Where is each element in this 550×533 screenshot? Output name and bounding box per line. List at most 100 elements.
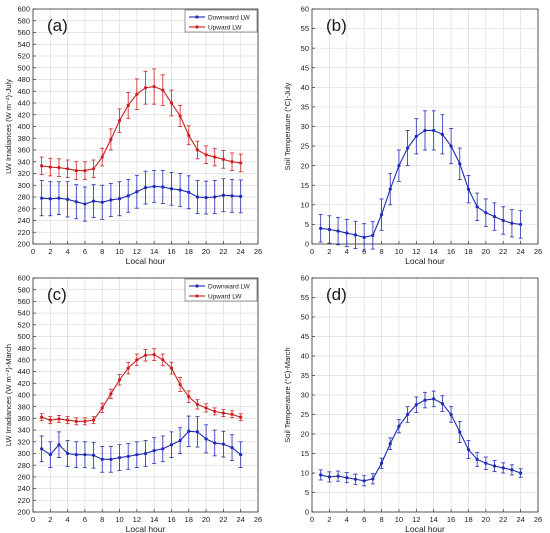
data-point	[510, 221, 514, 225]
data-point	[126, 454, 130, 459]
data-point	[169, 187, 174, 191]
x-axis-label: Local hour	[405, 256, 445, 266]
data-point	[187, 429, 191, 433]
y-tick-label: 220	[17, 228, 30, 237]
data-point	[213, 155, 217, 159]
data-point	[74, 453, 78, 457]
data-point	[152, 353, 156, 357]
y-tick-label: 500	[17, 332, 30, 341]
legend-marker	[195, 294, 199, 298]
x-tick-label: 4	[66, 247, 70, 256]
x-tick-label: 6	[83, 247, 87, 256]
y-tick-label: 5	[305, 220, 309, 229]
legend-marker	[195, 25, 199, 29]
data-point	[414, 403, 418, 407]
y-tick-label: 560	[17, 297, 30, 306]
data-point	[388, 187, 392, 191]
y-tick-label: 460	[17, 356, 30, 365]
y-tick-label: 600	[17, 5, 30, 14]
data-point	[230, 194, 234, 198]
y-tick-label: 540	[17, 40, 30, 49]
chart-panel-3: 0 2 4 6 8 10 12 14 16 18 20 22 24 2620022024026028030…	[4, 274, 262, 533]
data-point	[319, 226, 323, 230]
data-point	[327, 227, 331, 232]
series-1	[318, 110, 523, 252]
x-axis-label: Local hour	[126, 256, 166, 266]
data-point	[91, 453, 96, 457]
data-point	[57, 443, 61, 447]
y-tick-label: 30	[301, 391, 309, 400]
data-point	[109, 137, 113, 142]
y-tick-label: 580	[17, 285, 30, 294]
x-tick-label: 22	[219, 515, 227, 524]
y-tick-label: 480	[17, 75, 30, 84]
data-point	[195, 195, 200, 199]
y-tick-label: 5	[305, 488, 309, 497]
data-point	[484, 211, 488, 215]
data-point	[239, 161, 243, 165]
chart-panel-1: 0 2 4 6 8 10 12 14 16 18 20 22 24 2620022024026028030…	[4, 5, 262, 266]
y-tick-label: 50	[301, 313, 309, 322]
x-tick-label: 0	[310, 515, 314, 524]
data-point	[40, 196, 44, 200]
y-tick-label: 260	[17, 204, 30, 213]
data-point	[48, 453, 52, 457]
panel-label: (a)	[47, 16, 68, 35]
x-tick-label: 22	[219, 247, 227, 256]
data-point	[362, 235, 366, 239]
data-point	[397, 424, 401, 428]
data-point	[143, 86, 148, 90]
y-tick-label: 35	[301, 103, 309, 112]
x-tick-label: 24	[516, 247, 524, 256]
data-point	[213, 441, 217, 445]
data-point	[161, 447, 165, 451]
data-point	[57, 417, 61, 421]
y-tick-label: 480	[17, 344, 30, 353]
y-tick-label: 520	[17, 320, 30, 329]
y-tick-label: 25	[301, 142, 309, 151]
y-tick-label: 520	[17, 52, 30, 61]
data-point	[221, 193, 225, 197]
x-tick-label: 10	[395, 247, 403, 256]
series-downward-lw	[39, 415, 243, 473]
data-point	[126, 103, 130, 107]
y-tick-label: 400	[17, 391, 30, 400]
y-tick-label: 40	[301, 352, 309, 361]
data-point	[178, 382, 182, 387]
y-tick-label: 10	[301, 200, 309, 209]
x-tick-label: 4	[66, 515, 70, 524]
panel-label: (d)	[326, 285, 347, 304]
x-tick-label: 0	[31, 515, 35, 524]
data-point	[406, 412, 410, 417]
data-point	[379, 213, 384, 217]
data-point	[135, 92, 139, 96]
y-tick-label: 280	[17, 193, 30, 202]
data-point	[100, 406, 104, 410]
x-tick-label: 8	[100, 247, 104, 256]
data-point	[221, 442, 225, 446]
x-tick-label: 4	[345, 247, 349, 256]
data-point	[169, 101, 174, 105]
data-point	[432, 397, 436, 401]
data-point	[458, 430, 462, 434]
data-point	[126, 194, 130, 198]
data-point	[178, 114, 182, 118]
data-point	[501, 466, 505, 470]
data-point	[100, 200, 104, 204]
data-point	[230, 446, 234, 450]
data-point	[204, 437, 208, 441]
data-point	[466, 448, 471, 452]
y-tick-label: 0	[305, 508, 309, 517]
data-point	[466, 187, 471, 191]
x-tick-label: 20	[202, 515, 210, 524]
y-tick-label: 320	[17, 437, 30, 446]
y-tick-label: 220	[17, 496, 30, 505]
x-tick-label: 8	[379, 247, 383, 256]
y-tick-label: 45	[301, 332, 309, 341]
y-tick-label: 460	[17, 87, 30, 96]
series-upward-lw	[39, 68, 243, 180]
x-tick-label: 10	[395, 515, 403, 524]
y-tick-label: 200	[17, 240, 30, 249]
y-tick-label: 540	[17, 309, 30, 318]
data-point	[109, 198, 113, 202]
